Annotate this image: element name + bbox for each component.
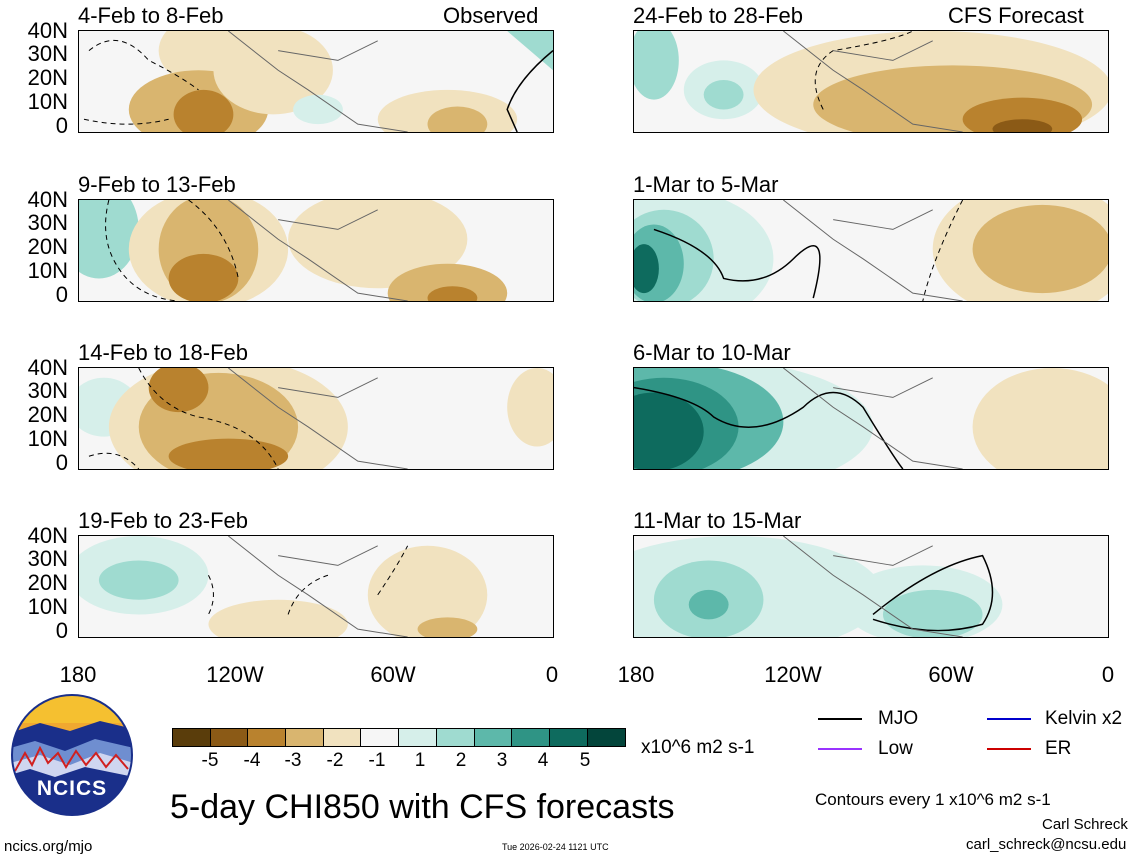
ytick: 40N (27, 355, 68, 380)
chi850-anomaly-map (634, 536, 1003, 637)
colorbar-swatch (323, 729, 362, 746)
map-panel (78, 367, 554, 470)
ytick: 10N (27, 258, 68, 283)
legend-er-label: ER (1045, 738, 1072, 759)
ytick: 20N (27, 402, 68, 427)
xtick: 0 (545, 662, 559, 687)
legend-kelvin-line (987, 718, 1031, 720)
panel-title: 1-Mar to 5-Mar (633, 172, 779, 197)
colorbar-swatch (210, 729, 249, 746)
footer-author: Carl Schreck (1042, 816, 1128, 833)
ytick: 30N (27, 41, 68, 66)
panel-title: 4-Feb to 8-Feb (78, 3, 224, 28)
colorbar-label: -5 (201, 750, 219, 771)
ytick: 30N (27, 378, 68, 403)
colorbar-swatch (587, 729, 626, 746)
colorbar-swatch (512, 729, 550, 746)
chi850-anomaly-map (83, 31, 553, 132)
ncics-logo: NCICS (10, 693, 134, 817)
footer-site: ncics.org/mjo (4, 838, 93, 855)
colorbar-label: 4 (537, 750, 549, 771)
map-panel (78, 199, 554, 302)
colorbar-label: -1 (368, 750, 386, 771)
panel-title: 9-Feb to 13-Feb (78, 172, 236, 197)
colorbar-swatch (286, 729, 324, 746)
chi850-anomaly-map (79, 368, 553, 469)
chi850-anomaly-map (634, 31, 1108, 132)
ytick: 40N (27, 523, 68, 548)
xtick: 60W (928, 662, 974, 687)
logo-text: NCICS (36, 777, 108, 800)
panel-title: 24-Feb to 28-Feb (633, 3, 803, 28)
map-panel (633, 30, 1109, 133)
legend-er-line (987, 748, 1031, 750)
panel-title: 11-Mar to 15-Mar (633, 508, 802, 533)
panel-tag-forecast: CFS Forecast (948, 3, 1084, 28)
colorbar-swatch (361, 729, 400, 746)
colorbar-swatch (248, 729, 287, 746)
colorbar-swatch (549, 729, 588, 746)
ncics-logo-icon (11, 694, 133, 816)
ytick: 30N (27, 546, 68, 571)
legend-low-label: Low (878, 738, 913, 759)
xtick: 180 (617, 662, 655, 687)
footer-email: carl_schreck@ncsu.edu (966, 836, 1127, 853)
ytick: 0 (55, 282, 68, 307)
ytick: 0 (55, 113, 68, 138)
page-title: 5-day CHI850 with CFS forecasts (170, 788, 675, 826)
ytick: 40N (27, 187, 68, 212)
chi850-anomaly-map (634, 368, 1108, 469)
ytick: 10N (27, 426, 68, 451)
chi850-anomaly-map (634, 200, 1108, 301)
colorbar-label: 3 (496, 750, 508, 771)
map-panel (78, 30, 554, 133)
panel-tag-observed: Observed (443, 3, 539, 28)
legend-kelvin-label: Kelvin x2 (1045, 708, 1123, 729)
ytick: 10N (27, 89, 68, 114)
colorbar-swatch (436, 729, 475, 746)
ytick: 40N (27, 18, 68, 43)
colorbar-swatch (399, 729, 437, 746)
xtick: 60W (370, 662, 416, 687)
xtick: 120W (206, 662, 264, 687)
ytick: 0 (55, 450, 68, 475)
legend-mjo-line (818, 718, 862, 720)
colorbar (172, 728, 627, 747)
ytick: 20N (27, 234, 68, 259)
panel-title: 19-Feb to 23-Feb (78, 508, 248, 533)
ytick: 30N (27, 210, 68, 235)
chi850-anomaly-map (79, 200, 508, 301)
contour-note: Contours every 1 x10^6 m2 s-1 (815, 790, 1051, 809)
colorbar-swatch (173, 729, 211, 746)
colorbar-label: -3 (284, 750, 302, 771)
colorbar-swatch (474, 729, 513, 746)
panel-title: 6-Mar to 10-Mar (633, 340, 791, 365)
ytick: 20N (27, 570, 68, 595)
ytick: 10N (27, 594, 68, 619)
map-panel (633, 199, 1109, 302)
map-panel (633, 535, 1109, 638)
colorbar-label: -4 (243, 750, 261, 771)
legend-low-line (818, 748, 862, 750)
map-panel (633, 367, 1109, 470)
map-panel (78, 535, 554, 638)
footer-timestamp: Tue 2026-02-24 1121 UTC (502, 842, 609, 852)
colorbar-unit: x10^6 m2 s-1 (641, 737, 755, 758)
colorbar-label: 5 (579, 750, 591, 771)
panel-title: 14-Feb to 18-Feb (78, 340, 248, 365)
xtick: 0 (1101, 662, 1115, 687)
legend-mjo-label: MJO (878, 708, 919, 729)
chi850-anomaly-map (79, 536, 488, 637)
xtick: 180 (59, 662, 97, 687)
ytick: 20N (27, 65, 68, 90)
xtick: 120W (764, 662, 822, 687)
ytick: 0 (55, 618, 68, 643)
colorbar-label: -2 (326, 750, 344, 771)
colorbar-label: 2 (455, 750, 467, 771)
colorbar-label: 1 (414, 750, 426, 771)
